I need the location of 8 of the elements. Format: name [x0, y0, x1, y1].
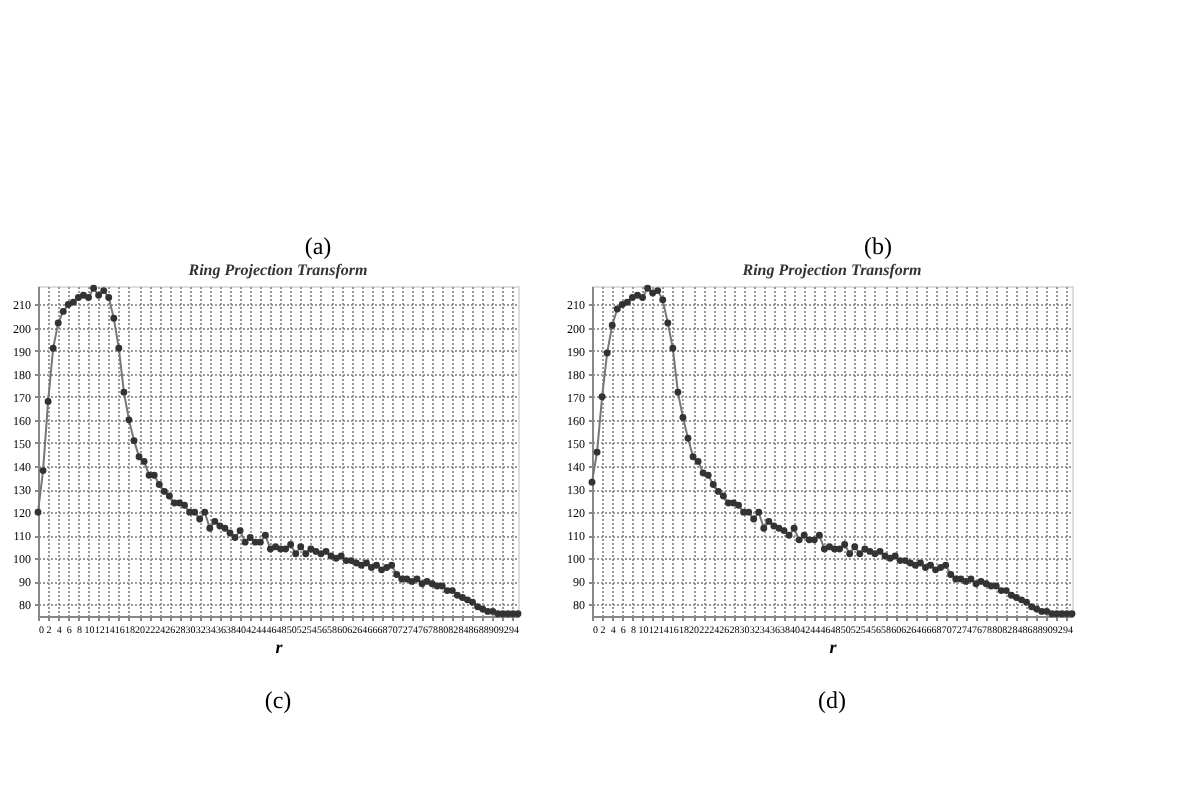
x-axis-title: r [275, 637, 284, 657]
chart-title: Ring Projection Transform [186, 260, 368, 279]
chart-title: Ring Projection Transform [740, 260, 922, 279]
text: (c) [264, 686, 292, 714]
text: (a) [304, 232, 332, 260]
text: (d) [818, 686, 846, 714]
text: (b) [864, 232, 892, 260]
x-axis-title: r [829, 637, 838, 657]
